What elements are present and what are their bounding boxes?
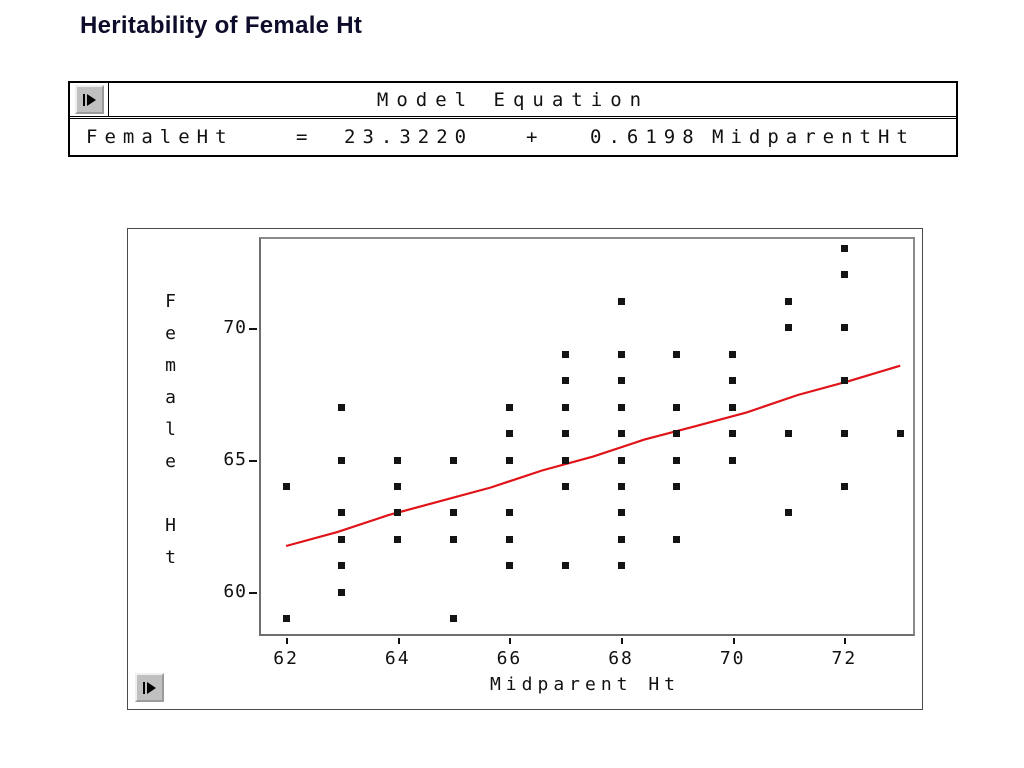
data-point — [338, 588, 346, 596]
data-point — [617, 377, 625, 385]
data-point — [840, 271, 848, 279]
data-point — [505, 403, 513, 411]
page-title: Heritability of Female Ht — [80, 12, 363, 39]
data-point — [617, 297, 625, 305]
data-point — [505, 535, 513, 543]
intercept-value: 23.3220 — [344, 126, 474, 148]
regression-line — [285, 364, 901, 548]
data-point — [450, 615, 458, 623]
model-equation-title: Model Equation — [376, 88, 650, 111]
data-point — [729, 377, 737, 385]
data-point — [505, 562, 513, 570]
data-point — [338, 403, 346, 411]
x-tick-label: 70 — [719, 648, 746, 669]
data-point — [282, 615, 290, 623]
data-point — [785, 430, 793, 438]
data-point — [896, 430, 904, 438]
data-point — [840, 430, 848, 438]
expand-toggle-button[interactable] — [74, 85, 104, 114]
data-point — [673, 430, 681, 438]
data-point — [617, 403, 625, 411]
data-point — [617, 430, 625, 438]
x-tick-label: 64 — [384, 648, 411, 669]
data-point — [617, 482, 625, 490]
data-point — [673, 350, 681, 358]
x-tick-label: 66 — [496, 648, 523, 669]
y-tick-label: 60 — [223, 581, 247, 603]
data-point — [338, 562, 346, 570]
data-point — [840, 377, 848, 385]
x-tick-mark — [732, 638, 735, 644]
x-tick-label: 62 — [273, 648, 299, 669]
model-equation-table: Model Equation FemaleHt = 23.3220 + 0.61… — [68, 81, 958, 157]
chart-container: Female Ht Midparent Ht 62 64 66 68 70 72 70 65 6… — [127, 228, 923, 710]
y-axis-label: Female Ht — [160, 291, 181, 579]
equation-row: FemaleHt = 23.3220 + 0.6198 MidparentHt — [70, 119, 956, 155]
data-point — [505, 456, 513, 464]
data-point — [394, 535, 402, 543]
y-tick-label: 70 — [223, 316, 247, 338]
data-point — [561, 350, 569, 358]
data-point — [617, 350, 625, 358]
data-point — [561, 482, 569, 490]
x-tick-mark — [844, 638, 847, 644]
y-tick-mark — [249, 592, 257, 595]
data-point — [840, 482, 848, 490]
data-point — [617, 456, 625, 464]
slope-value: 0.6198 — [590, 126, 701, 148]
equation-lhs: FemaleHt — [86, 126, 234, 148]
data-point — [840, 324, 848, 332]
data-point — [729, 430, 737, 438]
data-point — [840, 245, 848, 253]
equals-sign: = — [296, 126, 315, 148]
toggle-button-cell — [70, 83, 109, 116]
data-point — [450, 509, 458, 517]
y-tick-mark — [249, 327, 257, 330]
data-point — [394, 456, 402, 464]
data-point — [394, 509, 402, 517]
data-point — [561, 456, 569, 464]
data-point — [505, 509, 513, 517]
data-point — [785, 324, 793, 332]
data-point — [450, 535, 458, 543]
data-point — [450, 456, 458, 464]
plot-area — [259, 237, 915, 636]
data-point — [561, 430, 569, 438]
data-point — [338, 535, 346, 543]
y-tick-mark — [249, 460, 257, 463]
x-axis-label: Midparent Ht — [489, 674, 681, 695]
data-point — [561, 562, 569, 570]
data-point — [673, 535, 681, 543]
x-tick-mark — [509, 638, 512, 644]
data-point — [673, 482, 681, 490]
data-point — [338, 456, 346, 464]
data-point — [505, 430, 513, 438]
predictor-name: MidparentHt — [712, 126, 915, 148]
data-point — [394, 482, 402, 490]
data-point — [617, 535, 625, 543]
data-point — [673, 403, 681, 411]
equation-table-header-row: Model Equation — [70, 83, 956, 119]
plus-sign: + — [526, 126, 545, 148]
bottom-expand-toggle-button[interactable] — [135, 673, 164, 702]
data-point — [729, 350, 737, 358]
data-point — [729, 456, 737, 464]
data-point — [729, 403, 737, 411]
x-tick-mark — [621, 638, 624, 644]
data-point — [617, 562, 625, 570]
x-tick-label: 68 — [608, 648, 634, 669]
data-point — [561, 377, 569, 385]
data-point — [282, 482, 290, 490]
x-tick-mark — [397, 638, 400, 644]
data-point — [561, 403, 569, 411]
x-tick-mark — [286, 638, 289, 644]
data-point — [785, 297, 793, 305]
y-tick-label: 65 — [223, 449, 247, 471]
data-point — [617, 509, 625, 517]
data-point — [785, 509, 793, 517]
data-point — [338, 509, 346, 517]
x-tick-label: 72 — [831, 648, 858, 669]
play-icon — [143, 682, 156, 694]
data-point — [673, 456, 681, 464]
